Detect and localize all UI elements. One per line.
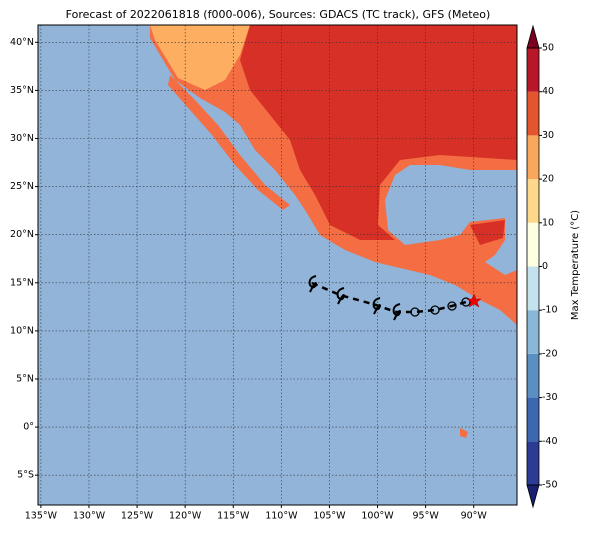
colorbar-segment	[527, 222, 539, 267]
y-tick-label: 0°	[23, 422, 34, 433]
x-tick-label: 90°W	[461, 511, 488, 522]
colorbar-tick-label: -10	[542, 305, 558, 316]
x-tick-label: 95°W	[413, 511, 440, 522]
colorbar-tick-label: -30	[542, 392, 558, 403]
x-tick-label: 105°W	[313, 511, 346, 522]
tc-track	[308, 275, 482, 321]
colorbar-segment	[527, 91, 539, 136]
colorbar-segment	[527, 397, 539, 442]
colorbar-under	[526, 484, 540, 509]
x-tick-label: 120°W	[169, 511, 202, 522]
colorbar-tick-label: 30	[542, 130, 554, 141]
colorbar-segment	[527, 179, 539, 223]
y-tick-label: 30°N	[10, 133, 34, 144]
colorbar-segment	[527, 441, 539, 485]
land	[150, 25, 517, 438]
colorbar-tick-label: -40	[542, 436, 558, 447]
y-tick-label: 15°N	[10, 277, 34, 288]
colorbar-label: Max Temperature (°C)	[570, 210, 581, 320]
colorbar-tick-label: -20	[542, 348, 558, 359]
x-tick-label: 125°W	[121, 511, 154, 522]
colorbar-segment	[527, 48, 539, 92]
y-tick-label: 25°N	[10, 181, 34, 192]
colorbar-over	[526, 24, 540, 49]
x-tick-label: 100°W	[361, 511, 394, 522]
x-tick-label: 135°W	[25, 511, 58, 522]
colorbar-tick-label: 20	[542, 174, 554, 185]
x-tick-label: 110°W	[265, 511, 298, 522]
colorbar-segment	[527, 353, 539, 398]
colorbar-segment	[527, 135, 539, 180]
colorbar-tick-label: 50	[542, 43, 554, 54]
colorbar-tick-label: 10	[542, 217, 554, 228]
colorbar-tick-label: 0	[542, 261, 548, 272]
y-tick-label: 20°N	[10, 229, 34, 240]
colorbar-tick-label: 40	[542, 86, 554, 97]
colorbar-segment	[527, 266, 539, 311]
y-tick-label: 5°N	[16, 373, 34, 384]
y-tick-label: 40°N	[10, 37, 34, 48]
title: Forecast of 2022061818 (f000-006), Sourc…	[66, 8, 491, 21]
x-tick-label: 115°W	[217, 511, 250, 522]
map-frame	[37, 24, 518, 506]
y-tick-label: 10°N	[10, 325, 34, 336]
x-tick-label: 130°W	[73, 511, 106, 522]
y-tick-label: 5°S	[17, 470, 34, 481]
colorbar-segment	[527, 310, 539, 354]
y-tick-label: 35°N	[10, 85, 34, 96]
colorbar-tick-label: -50	[542, 480, 558, 491]
